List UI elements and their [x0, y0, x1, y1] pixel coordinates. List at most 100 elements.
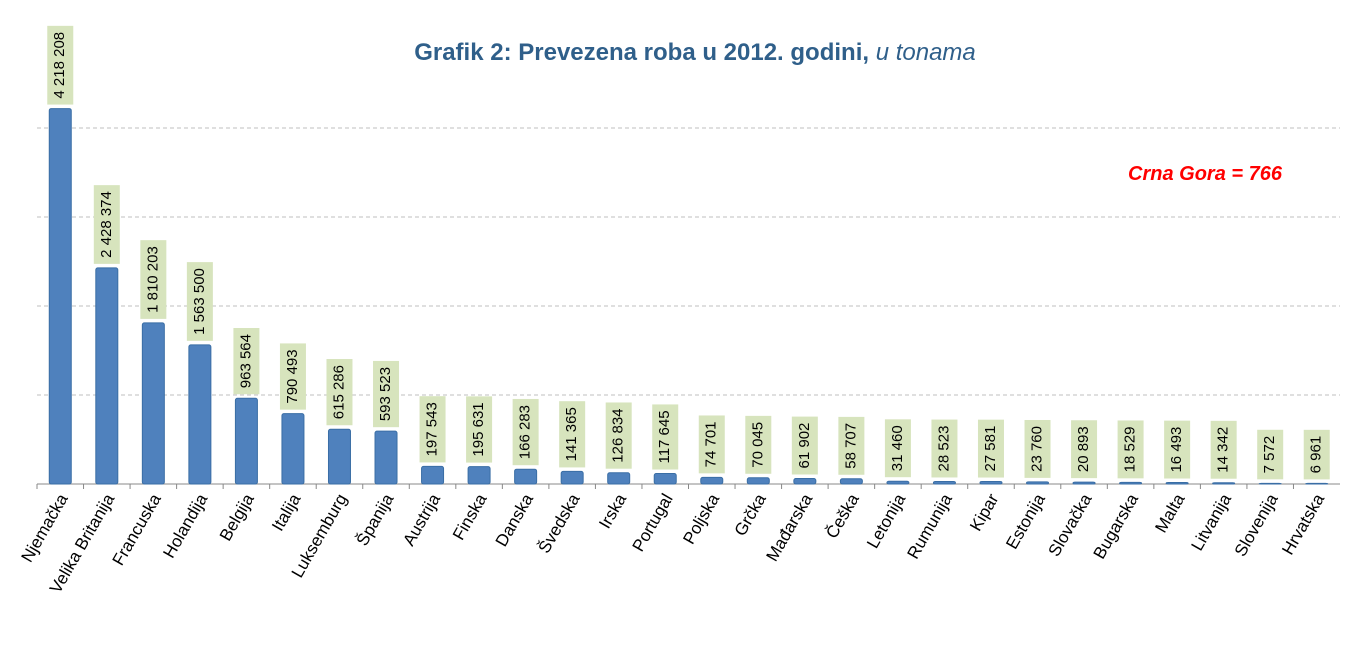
value-label: 1 810 203 — [144, 246, 161, 313]
value-label: 195 631 — [470, 402, 487, 456]
x-tick-label: Finska — [449, 490, 491, 543]
value-label-box — [140, 240, 167, 319]
value-label: 14 342 — [1215, 427, 1232, 473]
value-label: 963 564 — [237, 334, 254, 388]
value-label: 1 563 500 — [191, 268, 208, 335]
value-label: 28 523 — [935, 426, 952, 472]
x-tick-label: Bugarska — [1090, 490, 1143, 562]
bar — [653, 473, 677, 485]
value-label-box — [1164, 420, 1191, 479]
value-label-box — [931, 419, 958, 478]
value-label: 141 365 — [563, 407, 580, 461]
value-label-box — [977, 419, 1004, 478]
value-label-box — [419, 396, 446, 463]
x-tick-label: Hrvatska — [1278, 490, 1328, 558]
bar — [1026, 481, 1050, 485]
value-label-box — [791, 416, 818, 475]
bar — [141, 322, 165, 485]
bar — [746, 477, 770, 485]
bar — [932, 480, 956, 485]
x-tick-label: Poljska — [679, 490, 723, 547]
value-label-box — [1210, 420, 1237, 479]
value-label-box — [838, 416, 865, 475]
value-label: 31 460 — [889, 425, 906, 471]
chart-subtitle: u tonama — [876, 39, 976, 66]
bar — [1212, 482, 1236, 485]
value-label: 27 581 — [982, 426, 999, 472]
value-label-box — [884, 419, 911, 478]
value-label: 23 760 — [1028, 426, 1045, 472]
x-tick-label: Portugal — [629, 491, 677, 555]
bar — [48, 108, 72, 485]
x-tick-label: Mađarska — [763, 490, 817, 565]
x-tick-label: Grčka — [731, 490, 770, 539]
value-label-box — [47, 25, 74, 105]
bar — [839, 478, 863, 485]
value-label: 117 645 — [656, 410, 673, 463]
x-tick-label: Rumunija — [904, 490, 957, 562]
value-label: 2 428 374 — [98, 191, 115, 258]
x-tick-label: Češka — [822, 490, 863, 542]
bar — [1119, 481, 1143, 485]
x-tick-label: Njemačka — [17, 490, 72, 565]
value-label: 61 902 — [796, 423, 813, 469]
value-label-box — [373, 360, 400, 428]
bar — [234, 397, 258, 485]
bar — [327, 428, 351, 485]
value-label: 70 045 — [749, 422, 766, 468]
value-label: 7 572 — [1261, 436, 1278, 474]
bar — [374, 430, 398, 485]
x-tick-label: Letonija — [863, 490, 910, 552]
chart-title-group: Grafik 2: Prevezena roba u 2012. godini,… — [414, 39, 976, 66]
value-label-box — [93, 185, 120, 264]
x-tick-label: Estonija — [1002, 490, 1049, 552]
bar — [514, 468, 538, 485]
value-label: 74 701 — [703, 421, 720, 467]
value-label: 4 218 208 — [51, 32, 68, 99]
bar — [979, 481, 1003, 485]
value-label: 16 493 — [1168, 427, 1185, 473]
x-tick-label: Slovenija — [1231, 490, 1282, 560]
x-tick-label: Danska — [492, 490, 538, 550]
bar — [1165, 482, 1189, 485]
value-label-box — [1117, 420, 1144, 479]
x-tick-label: Švedska — [535, 490, 584, 556]
value-label-box — [652, 404, 679, 470]
chart-title: Grafik 2: Prevezena roba u 2012. godini, — [414, 39, 869, 66]
value-label-box — [745, 415, 772, 474]
x-tick-label: Kipar — [966, 490, 1002, 534]
value-label-box — [698, 415, 725, 474]
value-label: 126 834 — [610, 408, 627, 462]
x-tick-label: Malta — [1151, 490, 1189, 536]
bar — [95, 267, 119, 485]
bar — [188, 344, 212, 485]
x-tick-label: Austrija — [399, 490, 444, 549]
value-label-box — [466, 396, 493, 463]
x-tick-label: Italija — [268, 490, 305, 534]
value-label-box — [186, 262, 213, 341]
value-label: 593 523 — [377, 367, 394, 421]
bar — [1305, 482, 1329, 485]
value-label-box — [233, 328, 260, 395]
value-label-box — [1257, 429, 1284, 480]
value-label: 58 707 — [842, 423, 859, 469]
x-tick-label: Belgija — [216, 490, 258, 544]
value-label: 615 286 — [330, 365, 347, 419]
value-label: 18 529 — [1122, 426, 1139, 472]
bar — [467, 466, 491, 485]
value-label-box — [1303, 429, 1330, 480]
bar — [421, 465, 445, 485]
value-label-box — [279, 343, 306, 410]
bar — [607, 472, 631, 485]
bar — [793, 477, 817, 485]
value-label: 6 961 — [1308, 436, 1325, 474]
bar — [1258, 482, 1282, 485]
value-label-box — [512, 398, 539, 466]
bar — [700, 476, 724, 485]
x-tick-label: Litvanija — [1187, 490, 1235, 554]
value-label-box — [326, 359, 353, 426]
value-label-box — [559, 401, 586, 468]
annotation: Crna Gora = 766 — [1128, 163, 1283, 185]
value-label-box — [1071, 420, 1098, 479]
